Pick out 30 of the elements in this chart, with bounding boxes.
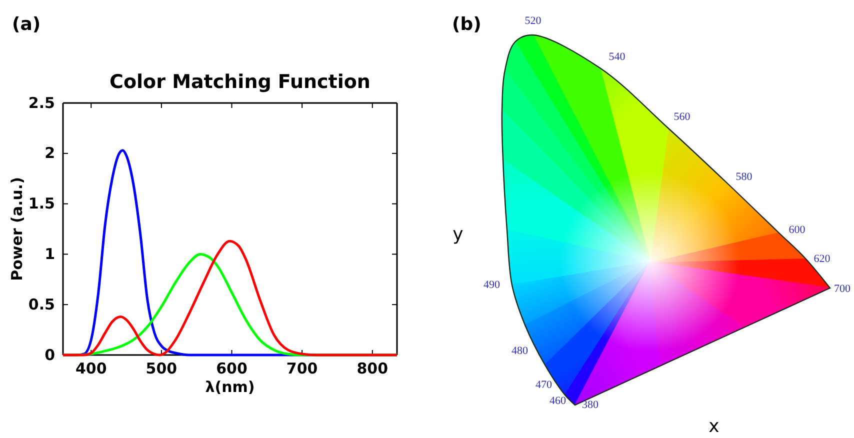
y-tick-label: 0.5 (28, 295, 55, 314)
text: 700 (834, 283, 851, 295)
text: 540 (608, 51, 626, 63)
text: 380 (582, 399, 599, 411)
text: x (708, 416, 720, 437)
text: 580 (736, 171, 753, 183)
y-tick-label: 2.5 (28, 94, 55, 112)
text: 520 (524, 15, 542, 27)
x-tick-label: 500 (146, 360, 178, 378)
text: (a) (12, 14, 41, 35)
x-tick-label: 600 (216, 360, 248, 378)
x-tick-label: 800 (356, 360, 388, 378)
text: 490 (484, 279, 500, 291)
x-tick-label: 400 (75, 360, 107, 378)
text: y (452, 224, 464, 245)
y-axis-title: Power (a.u.) (8, 177, 26, 281)
y-tick-label: 1 (44, 245, 55, 263)
text: 460 (550, 395, 566, 407)
x-tick-label: 700 (286, 360, 318, 378)
y-tick-label: 1.5 (28, 194, 55, 213)
y-tick-label: 2 (44, 144, 55, 162)
x-axis-title: λ(nm) (205, 378, 255, 396)
text: 470 (536, 379, 552, 391)
y-tick-label: 0 (44, 346, 55, 364)
text: 600 (788, 224, 806, 236)
text: 480 (512, 345, 528, 357)
chart-title: Color Matching Function (110, 71, 370, 93)
text: 560 (674, 111, 691, 123)
text: 620 (814, 253, 831, 265)
text: (b) (452, 14, 482, 35)
